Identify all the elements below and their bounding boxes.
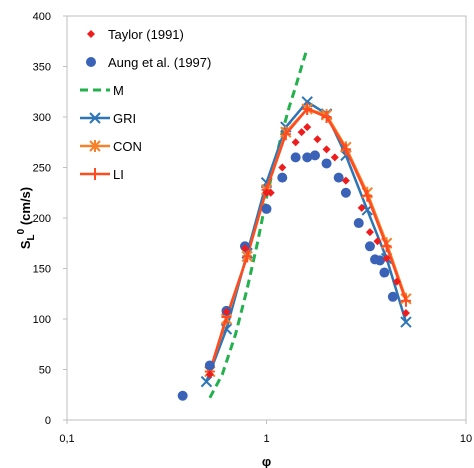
data-point-aung-et-al-1997 bbox=[321, 158, 332, 169]
data-point-taylor-1991 bbox=[357, 203, 366, 212]
x-axis-title: φ bbox=[262, 454, 271, 468]
legend-label-aung-et-al-1997: Aung et al. (1997) bbox=[108, 55, 211, 70]
data-point-taylor-1991 bbox=[297, 128, 306, 137]
data-point-li bbox=[340, 143, 351, 156]
data-point-li bbox=[362, 189, 373, 202]
y-tick-label: 350 bbox=[33, 62, 51, 74]
data-point-aung-et-al-1997 bbox=[364, 241, 375, 252]
legend-label-taylor-1991: Taylor (1991) bbox=[108, 27, 184, 42]
data-point-aung-et-al-1997 bbox=[204, 360, 215, 371]
data-point-li bbox=[321, 111, 332, 123]
data-point-aung-et-al-1997 bbox=[302, 152, 313, 163]
y-tick-label: 300 bbox=[33, 112, 51, 124]
data-point-taylor-1991 bbox=[401, 308, 410, 317]
legend-marker-con bbox=[89, 140, 101, 152]
data-point-aung-et-al-1997 bbox=[177, 390, 188, 401]
legend-item-li: LI bbox=[80, 167, 124, 182]
series-aung-et-al-1997 bbox=[177, 150, 398, 401]
y-tick-label: 200 bbox=[33, 213, 51, 225]
data-point-taylor-1991 bbox=[322, 145, 331, 154]
data-point-li bbox=[400, 294, 411, 307]
legend-item-con: CON bbox=[80, 139, 142, 154]
data-point-taylor-1991 bbox=[222, 307, 231, 316]
data-point-aung-et-al-1997 bbox=[353, 218, 364, 229]
data-point-aung-et-al-1997 bbox=[340, 187, 351, 198]
data-point-taylor-1991 bbox=[266, 188, 275, 197]
y-tick-label: 250 bbox=[33, 163, 51, 175]
data-point-aung-et-al-1997 bbox=[290, 152, 301, 163]
legend-item-taylor-1991: Taylor (1991) bbox=[87, 27, 184, 42]
x-tick-label: 1 bbox=[263, 433, 269, 445]
data-point-taylor-1991 bbox=[330, 153, 339, 162]
y-tick-label: 100 bbox=[33, 314, 51, 326]
y-tick-label: 150 bbox=[33, 264, 51, 276]
y-tick-label: 0 bbox=[45, 415, 51, 427]
data-point-taylor-1991 bbox=[341, 176, 350, 185]
data-point-aung-et-al-1997 bbox=[379, 267, 390, 278]
legend-marker-li bbox=[90, 168, 100, 180]
data-point-taylor-1991 bbox=[373, 237, 382, 246]
data-point-li bbox=[302, 102, 313, 115]
plot-area bbox=[177, 47, 412, 401]
data-point-taylor-1991 bbox=[291, 138, 300, 147]
legend-item-aung-et-al-1997: Aung et al. (1997) bbox=[86, 55, 211, 70]
y-tick-label: 50 bbox=[39, 365, 51, 377]
data-point-aung-et-al-1997 bbox=[277, 172, 288, 183]
x-tick-label: 10 bbox=[460, 433, 472, 445]
data-point-gri-stroke bbox=[400, 316, 412, 328]
axis-titles: φ SL0 (cm/s) bbox=[16, 187, 271, 468]
legend-box bbox=[73, 18, 235, 186]
data-point-taylor-1991 bbox=[240, 244, 249, 253]
data-point-li bbox=[242, 250, 253, 263]
data-point-taylor-1991 bbox=[313, 135, 322, 144]
legend-marker-gri bbox=[89, 112, 101, 124]
legend-swatch-taylor-1991 bbox=[87, 30, 95, 38]
data-point-aung-et-al-1997 bbox=[333, 172, 344, 183]
data-point-taylor-1991 bbox=[392, 277, 401, 286]
data-point-li bbox=[280, 128, 291, 141]
legend-item-gri: GRI bbox=[80, 111, 136, 126]
data-point-li bbox=[381, 240, 392, 253]
tick-labels: 0 50 100 150 200 250 300 350 400 0,1 1 10 bbox=[33, 11, 472, 445]
legend-label-con: CON bbox=[113, 139, 142, 154]
data-point-aung-et-al-1997 bbox=[309, 150, 320, 161]
legend-label-li: LI bbox=[113, 167, 124, 182]
x-tick-label: 0,1 bbox=[59, 433, 74, 445]
legend: Taylor (1991) Aung et al. (1997) M GRI CON LI bbox=[73, 18, 235, 186]
data-point-aung-et-al-1997 bbox=[261, 203, 272, 214]
legend-label-gri: GRI bbox=[113, 111, 136, 126]
series-li bbox=[204, 102, 411, 378]
legend-swatch-aung-et-al-1997 bbox=[86, 57, 96, 67]
series-taylor-1991 bbox=[205, 123, 410, 379]
data-point-aung-et-al-1997 bbox=[387, 291, 398, 302]
data-point-taylor-1991 bbox=[365, 228, 374, 237]
data-point-taylor-1991 bbox=[278, 163, 287, 172]
data-point-taylor-1991 bbox=[303, 123, 312, 132]
data-point-taylor-1991 bbox=[262, 188, 271, 197]
legend-item-m: M bbox=[80, 83, 124, 98]
data-point-taylor-1991 bbox=[382, 254, 391, 263]
y-axis-title: SL0 (cm/s) bbox=[16, 187, 37, 249]
legend-marker-gri-stroke bbox=[89, 112, 101, 124]
data-point-taylor-1991 bbox=[205, 370, 214, 379]
data-point-aung-et-al-1997 bbox=[374, 255, 385, 266]
legend-label-m: M bbox=[113, 83, 124, 98]
y-tick-label: 400 bbox=[33, 11, 51, 23]
data-point-gri bbox=[400, 316, 412, 328]
axes bbox=[63, 15, 467, 424]
